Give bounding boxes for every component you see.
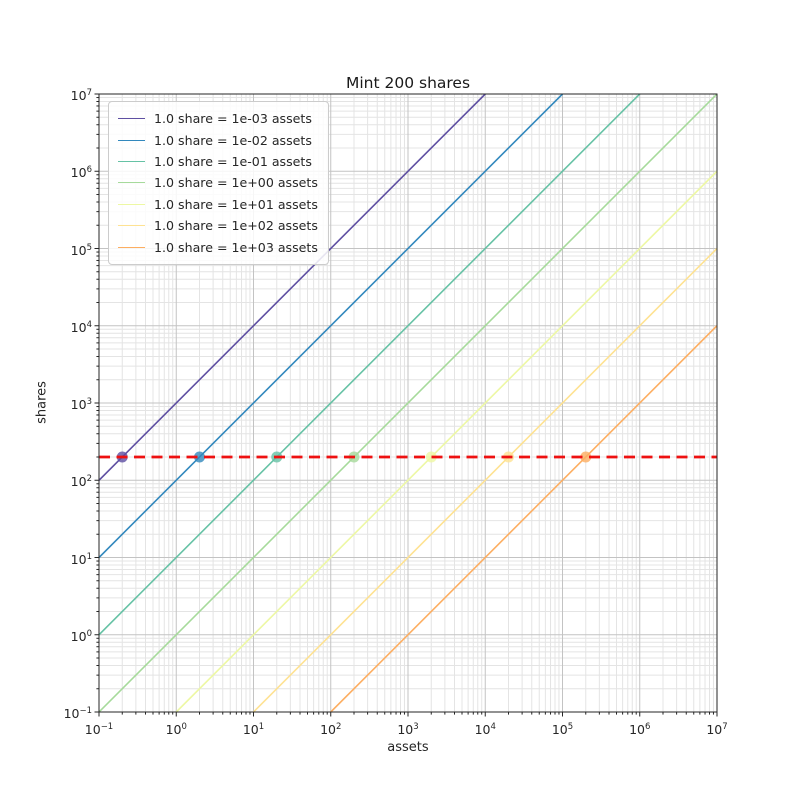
legend-entry-0: 1.0 share = 1e-03 assets	[118, 108, 318, 129]
x-tick-label: 105	[551, 722, 574, 738]
x-tick-label: 100	[165, 722, 187, 738]
series-line-1	[99, 94, 564, 559]
y-tick-label: 103	[70, 397, 92, 413]
axis-ticks	[94, 93, 718, 717]
legend-entry-4: 1.0 share = 1e+01 assets	[118, 194, 318, 215]
x-tick-label: 106	[629, 722, 651, 738]
x-tick-label: 10−1	[84, 722, 114, 738]
legend-entry-6: 1.0 share = 1e+03 assets	[118, 236, 318, 257]
legend-label: 1.0 share = 1e+01 assets	[154, 196, 318, 212]
legend-entry-3: 1.0 share = 1e+00 assets	[118, 172, 318, 193]
y-tick-label: 102	[70, 474, 92, 490]
legend-entry-1: 1.0 share = 1e-02 assets	[118, 129, 318, 150]
x-tick-label: 101	[242, 722, 265, 738]
y-tick-label: 105	[70, 242, 92, 258]
legend-entry-5: 1.0 share = 1e+02 assets	[118, 215, 318, 236]
series-line-5	[252, 247, 717, 712]
legend-entry-2: 1.0 share = 1e-01 assets	[118, 151, 318, 172]
intersection-marker-1	[194, 451, 206, 463]
y-tick-label: 100	[70, 628, 92, 644]
legend-label: 1.0 share = 1e+02 assets	[154, 218, 318, 234]
legend-swatch	[118, 203, 145, 205]
x-tick-label: 103	[397, 722, 419, 738]
legend-label: 1.0 share = 1e+00 assets	[154, 175, 318, 191]
y-tick-label: 104	[70, 319, 92, 335]
legend-swatch	[118, 160, 145, 162]
intersection-marker-6	[580, 451, 592, 463]
legend-label: 1.0 share = 1e-03 assets	[154, 111, 312, 127]
series-line-6	[330, 325, 717, 712]
x-tick-label: 104	[474, 722, 496, 738]
legend-swatch	[118, 246, 145, 248]
series-line-3	[99, 94, 717, 712]
x-axis-label: assets	[387, 740, 429, 755]
y-tick-label: 107	[70, 88, 92, 104]
series-lines	[99, 94, 717, 712]
legend-label: 1.0 share = 1e-01 assets	[154, 153, 312, 169]
x-tick-label: 107	[706, 722, 728, 738]
y-tick-label: 101	[70, 551, 92, 567]
legend-swatch	[118, 139, 145, 141]
y-tick-label: 10−1	[63, 706, 92, 722]
legend-swatch	[118, 118, 145, 120]
x-tick-label: 102	[320, 722, 342, 738]
legend-swatch	[118, 182, 145, 184]
legend-label: 1.0 share = 1e+03 assets	[154, 239, 318, 255]
series-line-0	[99, 94, 486, 481]
legend: 1.0 share = 1e-03 assets 1.0 share = 1e-0…	[108, 101, 329, 265]
y-tick-label: 106	[70, 165, 92, 181]
legend-label: 1.0 share = 1e-02 assets	[154, 132, 312, 148]
series-line-4	[175, 170, 717, 712]
legend-swatch	[118, 225, 145, 227]
intersection-marker-4	[425, 451, 437, 463]
chart-title: Mint 200 shares	[345, 74, 471, 92]
series-line-2	[99, 94, 641, 636]
